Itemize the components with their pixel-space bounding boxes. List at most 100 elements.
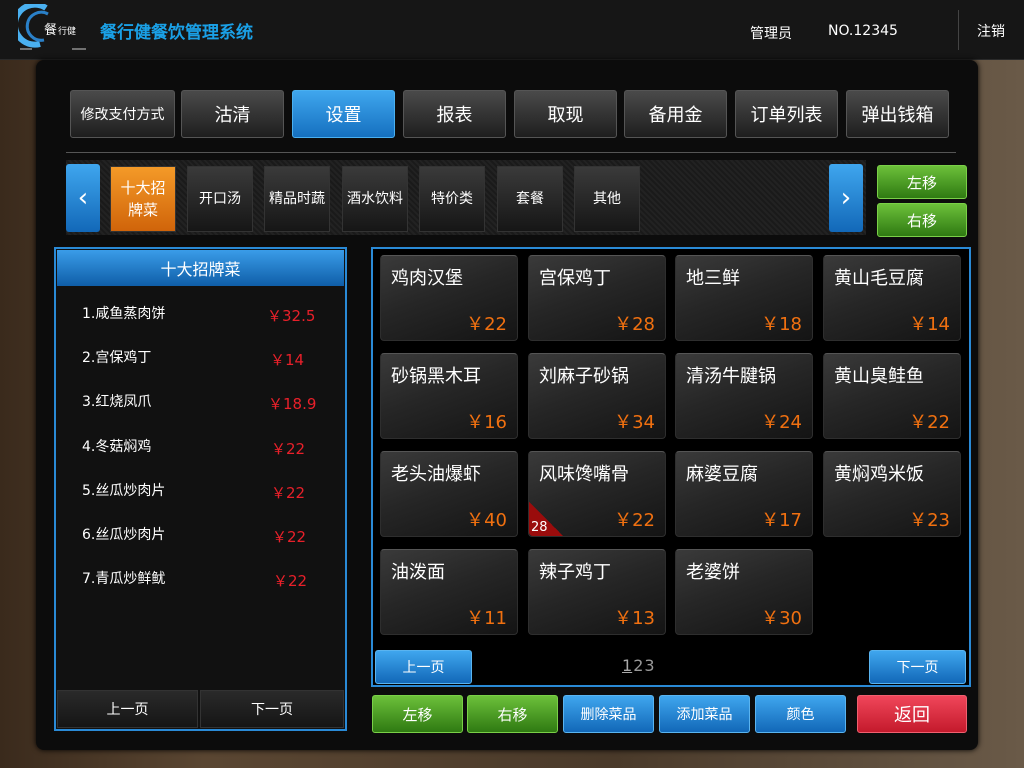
category-tab-specials[interactable]: 特价类	[419, 166, 485, 232]
featured-item-name[interactable]: 3.红烧凤爪	[82, 394, 152, 410]
category-tab-drinks[interactable]: 酒水饮料	[342, 166, 408, 232]
dish-tile[interactable]: 宫保鸡丁 ￥28	[528, 255, 666, 341]
featured-item-price: ￥22	[271, 440, 306, 458]
category-tab-signature[interactable]: 十大招牌菜	[110, 166, 176, 232]
category-move-left-button[interactable]: 左移	[877, 165, 967, 199]
chevron-left-icon: ‹	[77, 183, 89, 213]
featured-item-name[interactable]: 2.宫保鸡丁	[82, 350, 152, 366]
settings-button[interactable]: 设置	[292, 90, 395, 138]
add-dish-button[interactable]: 添加菜品	[659, 695, 750, 733]
logo: 餐 行健	[18, 4, 86, 50]
dish-name: 鸡肉汉堡	[391, 268, 463, 289]
divider	[66, 152, 956, 153]
dish-price: ￥34	[614, 412, 655, 433]
dish-tile[interactable]: 砂锅黑木耳 ￥16	[380, 353, 518, 439]
dish-name: 宫保鸡丁	[539, 268, 611, 289]
dish-tile[interactable]: 老婆饼 ￥30	[675, 549, 813, 635]
category-tab-other[interactable]: 其他	[574, 166, 640, 232]
dish-price: ￥14	[909, 314, 950, 335]
dish-price: ￥17	[761, 510, 802, 531]
sold-out-button[interactable]: 沽清	[181, 90, 284, 138]
svg-text:行健: 行健	[58, 25, 76, 37]
dish-tile[interactable]: 麻婆豆腐 ￥17	[675, 451, 813, 537]
dish-tile[interactable]: 老头油爆虾 ￥40	[380, 451, 518, 537]
user-role: 管理员	[750, 26, 792, 42]
featured-item-name[interactable]: 1.咸鱼蒸肉饼	[82, 306, 166, 322]
page-2[interactable]: 2	[633, 656, 644, 675]
dish-price: ￥22	[466, 314, 507, 335]
svg-text:餐: 餐	[44, 22, 57, 38]
logout-button[interactable]: 注销	[977, 24, 1005, 40]
reports-button[interactable]: 报表	[403, 90, 506, 138]
dish-price: ￥23	[909, 510, 950, 531]
featured-item-name[interactable]: 6.丝瓜炒肉片	[82, 527, 166, 543]
dish-price: ￥40	[466, 510, 507, 531]
dish-move-left-button[interactable]: 左移	[372, 695, 463, 733]
operator-number: NO.12345	[828, 23, 898, 39]
featured-item-price: ￥32.5	[267, 307, 316, 325]
dish-name: 黄焖鸡米饭	[834, 464, 924, 485]
dish-price: ￥24	[761, 412, 802, 433]
featured-item-name[interactable]: 5.丝瓜炒肉片	[82, 483, 166, 499]
dish-name: 黄山毛豆腐	[834, 268, 924, 289]
featured-panel	[54, 247, 347, 731]
featured-item-name[interactable]: 7.青瓜炒鲜鱿	[82, 571, 166, 587]
quantity-badge: 28	[529, 502, 563, 536]
featured-item-name[interactable]: 4.冬菇焖鸡	[82, 439, 152, 455]
dish-price: ￥11	[466, 608, 507, 629]
featured-title: 十大招牌菜	[57, 250, 344, 286]
dish-tile[interactable]: 刘麻子砂锅 ￥34	[528, 353, 666, 439]
category-prev-button[interactable]: ‹	[66, 164, 100, 232]
color-button[interactable]: 颜色	[755, 695, 846, 733]
dish-tile[interactable]: 油泼面 ￥11	[380, 549, 518, 635]
dish-name: 老头油爆虾	[391, 464, 481, 485]
category-tab-combos[interactable]: 套餐	[497, 166, 563, 232]
change-payment-button[interactable]: 修改支付方式	[70, 90, 175, 138]
dish-name: 油泼面	[391, 562, 445, 583]
dish-name: 老婆饼	[686, 562, 740, 583]
page-numbers: 123	[622, 656, 656, 675]
dish-tile[interactable]: 清汤牛腱锅 ￥24	[675, 353, 813, 439]
order-list-button[interactable]: 订单列表	[735, 90, 838, 138]
page-3[interactable]: 3	[644, 656, 655, 675]
dish-prev-page-button[interactable]: 上一页	[375, 650, 472, 684]
dish-price: ￥30	[761, 608, 802, 629]
petty-cash-button[interactable]: 备用金	[624, 90, 727, 138]
open-cash-drawer-button[interactable]: 弹出钱箱	[846, 90, 949, 138]
dish-name: 刘麻子砂锅	[539, 366, 629, 387]
dish-name: 风味馋嘴骨	[539, 464, 629, 485]
featured-next-page-button[interactable]: 下一页	[200, 690, 344, 728]
dish-name: 辣子鸡丁	[539, 562, 611, 583]
dish-tile[interactable]: 黄山毛豆腐 ￥14	[823, 255, 961, 341]
featured-item-price: ￥22	[271, 484, 306, 502]
dish-tile[interactable]: 地三鲜 ￥18	[675, 255, 813, 341]
featured-item-price: ￥22	[273, 572, 308, 590]
category-tab-vegetables[interactable]: 精品时蔬	[264, 166, 330, 232]
withdraw-button[interactable]: 取现	[514, 90, 617, 138]
dish-price: ￥16	[466, 412, 507, 433]
dish-name: 地三鲜	[686, 268, 740, 289]
featured-prev-page-button[interactable]: 上一页	[57, 690, 198, 728]
dish-price: ￥22	[614, 510, 655, 531]
back-button[interactable]: 返回	[857, 695, 967, 733]
dish-tile[interactable]: 黄焖鸡米饭 ￥23	[823, 451, 961, 537]
category-tab-soup[interactable]: 开口汤	[187, 166, 253, 232]
dish-tile[interactable]: 辣子鸡丁 ￥13	[528, 549, 666, 635]
delete-dish-button[interactable]: 删除菜品	[563, 695, 654, 733]
dish-move-right-button[interactable]: 右移	[467, 695, 558, 733]
category-move-right-button[interactable]: 右移	[877, 203, 967, 237]
divider	[958, 10, 959, 50]
page-1[interactable]: 1	[622, 656, 633, 675]
dish-tile[interactable]: 鸡肉汉堡 ￥22	[380, 255, 518, 341]
dish-tile[interactable]: 黄山臭鲑鱼 ￥22	[823, 353, 961, 439]
chevron-right-icon: ›	[840, 183, 852, 213]
dish-price: ￥13	[614, 608, 655, 629]
dish-next-page-button[interactable]: 下一页	[869, 650, 966, 684]
category-next-button[interactable]: ›	[829, 164, 863, 232]
dish-price: ￥18	[761, 314, 802, 335]
dish-name: 麻婆豆腐	[686, 464, 758, 485]
top-bar	[0, 0, 1024, 60]
dish-name: 清汤牛腱锅	[686, 366, 776, 387]
dish-price: ￥28	[614, 314, 655, 335]
dish-tile[interactable]: 风味馋嘴骨 28 ￥22	[528, 451, 666, 537]
